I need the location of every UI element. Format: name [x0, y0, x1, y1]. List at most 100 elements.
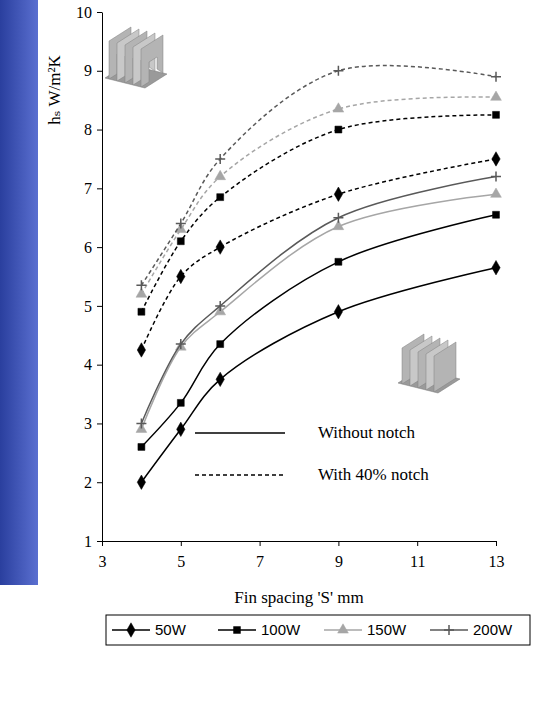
y-tick: 6 [84, 239, 102, 256]
legend-marker [444, 625, 454, 635]
y-tick-mark [97, 12, 102, 13]
series-marker [177, 269, 185, 283]
series-marker [334, 305, 342, 319]
x-tick-mark [260, 541, 261, 546]
legend-label: 50W [155, 621, 187, 638]
annotation-text: Without notch [318, 423, 416, 442]
y-tick-label: 1 [84, 533, 92, 550]
legend-marker [127, 623, 135, 637]
x-tick-label: 5 [177, 553, 185, 570]
y-tick-mark [97, 541, 102, 542]
x-tick-label: 13 [489, 553, 505, 570]
series-marker [491, 188, 502, 197]
annotation-line [195, 432, 285, 434]
legend: 50W 100W 150W 200W [106, 615, 530, 645]
series-line [141, 115, 496, 312]
series-marker [136, 418, 146, 428]
y-tick: 5 [84, 298, 102, 315]
series-marker [333, 66, 343, 76]
x-tick-mark [496, 541, 497, 546]
x-tick: 11 [410, 541, 425, 570]
y-tick: 9 [84, 62, 102, 79]
y-tick-mark [97, 71, 102, 72]
y-tick-label: 6 [84, 239, 92, 256]
series-marker [136, 280, 146, 290]
y-tick: 8 [84, 121, 102, 138]
series-marker [335, 126, 342, 133]
series-line [141, 268, 496, 483]
heat-sink-icon [398, 334, 460, 393]
series-marker [334, 187, 342, 201]
y-tick-label: 8 [84, 121, 92, 138]
series-marker [216, 372, 224, 386]
x-tick-mark [181, 541, 182, 546]
series-line [141, 177, 496, 424]
y-tick-mark [97, 482, 102, 483]
series-marker [491, 91, 502, 100]
x-tick-mark [102, 541, 103, 546]
y-tick-label: 3 [84, 415, 92, 432]
y-tick-label: 9 [84, 62, 92, 79]
chart: 3579111312345678910Fin spacing 'S' mmhₛ … [0, 0, 535, 706]
background-stripe [0, 0, 38, 585]
y-tick: 1 [84, 533, 102, 550]
y-tick: 2 [84, 474, 102, 491]
series-marker [492, 260, 500, 274]
y-tick-label: 7 [84, 180, 92, 197]
annotation-line [195, 474, 285, 476]
series-marker [137, 475, 145, 489]
series-marker [333, 103, 344, 112]
y-axis: 12345678910 [76, 4, 103, 550]
legend-box [106, 615, 530, 645]
annotation-text: With 40% notch [318, 465, 429, 484]
series-marker [176, 339, 186, 349]
x-axis: 3 5 7 9 11 13 [99, 541, 505, 570]
series-marker [492, 152, 500, 166]
x-tick-mark [417, 541, 418, 546]
series-marker [137, 343, 145, 357]
y-tick-mark [97, 130, 102, 131]
legend-label: 100W [261, 621, 301, 638]
legend-marker [234, 627, 241, 634]
x-tick-mark [338, 541, 339, 546]
series-marker [215, 170, 226, 179]
y-tick: 10 [76, 4, 102, 21]
y-tick-mark [97, 247, 102, 248]
icon-fin [434, 342, 456, 392]
legend-label: 150W [367, 621, 407, 638]
y-tick: 7 [84, 180, 102, 197]
series-marker [493, 111, 500, 118]
series-line [141, 194, 496, 429]
icon-fin [141, 35, 163, 87]
series-line [141, 215, 496, 447]
x-tick-label: 9 [335, 553, 343, 570]
series-marker [491, 72, 501, 82]
series-marker [491, 172, 501, 182]
y-tick-label: 5 [84, 298, 92, 315]
plot-area [136, 66, 501, 490]
series-marker [138, 308, 145, 315]
series-line [141, 97, 496, 294]
x-tick: 7 [256, 541, 264, 570]
y-tick-label: 2 [84, 474, 92, 491]
series-marker [217, 194, 224, 201]
series-marker [177, 422, 185, 436]
y-axis-title: hₛ W/m²K [45, 55, 64, 125]
series-marker [177, 399, 184, 406]
x-tick: 3 [99, 541, 107, 570]
y-tick-mark [97, 306, 102, 307]
x-axis-line [103, 541, 497, 542]
series-line [141, 159, 496, 350]
series-marker [216, 240, 224, 254]
series-marker [176, 219, 186, 229]
x-tick: 9 [335, 541, 343, 570]
x-tick: 13 [489, 541, 505, 570]
legend-label: 200W [473, 621, 513, 638]
series-marker [215, 301, 225, 311]
series-marker [138, 443, 145, 450]
y-tick-mark [97, 365, 102, 366]
series-marker [335, 258, 342, 265]
series-marker [215, 154, 225, 164]
x-axis-title: Fin spacing 'S' mm [234, 588, 363, 607]
series-marker [333, 213, 343, 223]
